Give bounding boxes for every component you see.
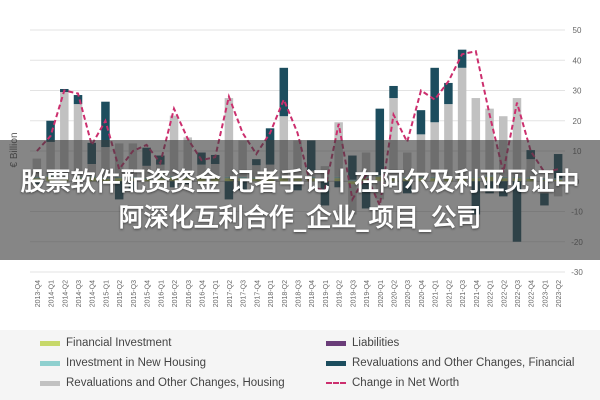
- x-tick-label: 2016-Q2: [172, 280, 179, 307]
- bar-segment: [60, 92, 69, 177]
- legend-item-liabilities: Liabilities: [326, 337, 399, 349]
- x-tick-label: 2017-Q4: [254, 280, 261, 307]
- legend-label: Change in Net Worth: [352, 377, 460, 389]
- legend-label: Revaluations and Other Changes, Financia…: [352, 357, 575, 369]
- legend-item-revaluations-housing: Revaluations and Other Changes, Housing: [40, 377, 285, 389]
- bar-segment: [389, 98, 398, 177]
- y-tick-label: 40: [573, 56, 582, 65]
- legend-label: Revaluations and Other Changes, Housing: [66, 377, 285, 389]
- x-tick-label: 2015-Q2: [117, 280, 124, 307]
- legend: Financial Investment Investment in New H…: [0, 330, 600, 400]
- x-tick-label: 2016-Q1: [158, 280, 165, 307]
- legend-dash: [326, 382, 346, 384]
- x-tick-label: 2019-Q3: [350, 280, 357, 307]
- x-tick-label: 2015-Q3: [131, 280, 138, 307]
- bar-segment: [444, 82, 453, 105]
- x-tick-label: 2022-Q3: [515, 280, 522, 307]
- x-tick-label: 2018-Q3: [296, 280, 303, 307]
- x-tick-label: 2019-Q1: [323, 280, 330, 307]
- bar-segment: [457, 67, 467, 177]
- legend-swatch: [40, 380, 60, 386]
- legend-swatch: [326, 360, 346, 366]
- x-tick-label: 2014-Q1: [49, 280, 56, 307]
- banner-line-1: 股票软件配资资金 记者手记丨在阿尔及利亚见证中: [20, 167, 580, 196]
- x-tick-label: 2020-Q1: [378, 280, 385, 307]
- x-tick-label: 2019-Q2: [337, 280, 344, 307]
- legend-item-revaluations-financial: Revaluations and Other Changes, Financia…: [326, 357, 574, 369]
- x-tick-label: 2021-Q1: [433, 280, 440, 307]
- x-tick-label: 2022-Q4: [529, 280, 536, 307]
- bar-segment: [73, 95, 83, 105]
- x-tick-label: 2014-Q4: [90, 280, 97, 307]
- legend-swatch: [326, 340, 346, 346]
- x-tick-label: 2019-Q4: [364, 280, 371, 307]
- x-tick-label: 2013-Q4: [35, 280, 42, 307]
- x-tick-label: 2016-Q3: [186, 280, 193, 307]
- x-tick-label: 2018-Q2: [282, 280, 289, 307]
- bar-segment: [224, 98, 234, 177]
- x-tick-label: 2018-Q4: [309, 280, 316, 307]
- x-tick-label: 2018-Q1: [268, 280, 275, 307]
- legend-swatch: [40, 340, 60, 346]
- x-tick-label: 2022-Q1: [488, 280, 495, 307]
- bar-segment: [389, 85, 398, 99]
- x-tick-label: 2015-Q1: [103, 280, 110, 307]
- x-tick-label: 2014-Q2: [62, 280, 69, 307]
- x-tick-label: 2016-Q4: [199, 280, 206, 307]
- legend-item-net-worth: Change in Net Worth: [326, 377, 459, 389]
- y-tick-label: 30: [573, 87, 582, 96]
- legend-label: Liabilities: [352, 337, 400, 349]
- y-tick-label: -30: [571, 268, 583, 277]
- y-tick-label: 20: [573, 117, 582, 126]
- bar-segment: [430, 67, 439, 123]
- legend-label: Investment in New Housing: [66, 357, 206, 369]
- x-tick-label: 2021-Q2: [446, 280, 453, 307]
- legend-item-financial-investment: Financial Investment: [40, 337, 171, 349]
- bar-segment: [279, 67, 289, 117]
- x-tick-label: 2020-Q4: [419, 280, 426, 307]
- x-tick-label: 2023-Q1: [542, 280, 549, 307]
- x-tick-label: 2017-Q1: [213, 280, 220, 307]
- bar-segment: [512, 98, 522, 177]
- bar-segment: [416, 110, 426, 135]
- x-tick-label: 2021-Q3: [460, 280, 467, 307]
- x-tick-label: 2020-Q2: [392, 280, 399, 307]
- x-tick-label: 2017-Q3: [241, 280, 248, 307]
- banner-line-2: 阿深化互利合作_企业_项目_公司: [118, 203, 482, 232]
- x-tick-label: 2022-Q2: [501, 280, 508, 307]
- bar-segment: [471, 98, 481, 177]
- x-tick-label: 2017-Q2: [227, 280, 234, 307]
- legend-swatch: [40, 360, 60, 366]
- x-tick-label: 2020-Q3: [405, 280, 412, 307]
- x-tick-label: 2014-Q3: [76, 280, 83, 307]
- legend-item-investment-new-housing: Investment in New Housing: [40, 357, 206, 369]
- bar-segment: [457, 49, 467, 68]
- legend-label: Financial Investment: [66, 337, 172, 349]
- x-tick-label: 2015-Q4: [145, 280, 152, 307]
- bar-segment: [46, 120, 55, 142]
- x-tick-label: 2021-Q4: [474, 280, 481, 307]
- overlay-banner: 股票软件配资资金 记者手记丨在阿尔及利亚见证中 阿深化互利合作_企业_项目_公司: [0, 140, 600, 260]
- bar-segment: [101, 101, 110, 148]
- x-axis-ticks: 2013-Q4 2014-Q1 2014-Q2 2014-Q3 2014-Q4 2015-…: [35, 280, 563, 307]
- x-tick-label: 2023-Q2: [556, 280, 563, 307]
- y-tick-label: 50: [573, 26, 582, 35]
